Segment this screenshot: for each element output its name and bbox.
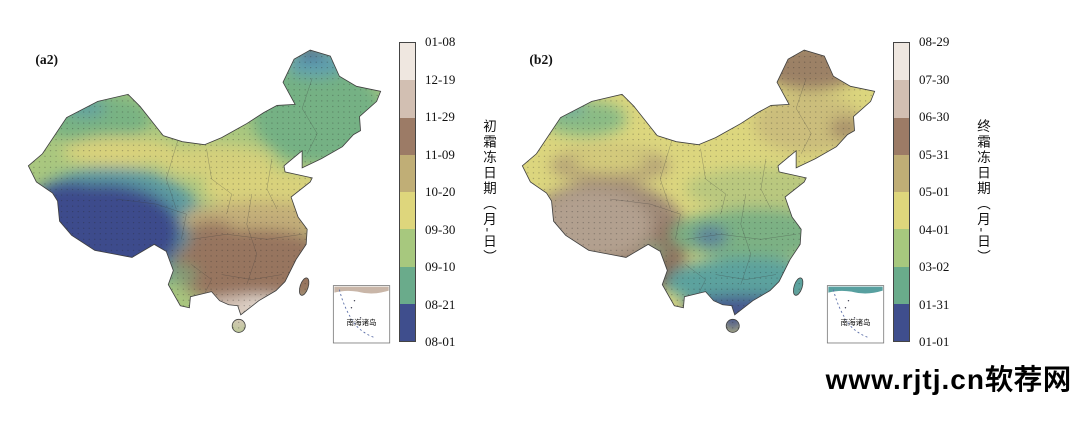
watermark-text: www.rjtj.cn软荐网 bbox=[825, 364, 1072, 395]
colorbar-tick-label: 10-20 bbox=[425, 184, 456, 199]
inset-label-b2: 南海诸岛 bbox=[840, 317, 870, 327]
taiwan-island bbox=[793, 277, 804, 296]
colorbar-tick-labels-b2: 08-29 07-30 06-30 05-31 05-01 04-01 03-0… bbox=[915, 34, 961, 349]
colorbar-segment bbox=[400, 229, 415, 267]
colorbar-tick-labels-a2: 01-08 12-19 11-29 11-09 10-20 09-30 09-1… bbox=[421, 34, 467, 349]
china-map-a2: (a2) 南海诸岛 bbox=[27, 49, 391, 344]
panel-b2: (b2) 南海诸岛 bbox=[509, 38, 887, 350]
colorbar-segment bbox=[894, 154, 909, 192]
panel-a2: (a2) 南海诸岛 bbox=[15, 38, 393, 350]
panel-label-a2: (a2) bbox=[35, 52, 58, 68]
colorbar-segment bbox=[400, 117, 415, 155]
colorbar-tick-label: 06-30 bbox=[919, 109, 950, 124]
colorbar-segment bbox=[400, 154, 415, 192]
mainland-outline bbox=[27, 49, 382, 316]
colorbar-segment bbox=[894, 303, 909, 341]
colorbar-segment bbox=[894, 192, 909, 230]
colorbar-segment bbox=[400, 80, 415, 118]
hainan-island bbox=[231, 318, 246, 333]
colorbar-segment bbox=[894, 229, 909, 267]
colorbar-segment bbox=[400, 266, 415, 304]
inset-coast-fragment bbox=[334, 286, 389, 294]
china-outline bbox=[27, 49, 382, 333]
inset-box bbox=[332, 285, 391, 344]
mainland-outline bbox=[521, 49, 876, 316]
colorbar-b2 bbox=[893, 42, 910, 342]
colorbar-tick-label: 09-30 bbox=[425, 221, 456, 237]
colorbar-tick-label: 08-29 bbox=[919, 34, 950, 49]
china-outline bbox=[521, 49, 876, 333]
colorbar-tick-label: 09-10 bbox=[425, 259, 456, 274]
colorbar-tick-label: 08-01 bbox=[425, 334, 456, 349]
colorbar-a2 bbox=[399, 42, 416, 342]
taiwan-island bbox=[299, 277, 310, 296]
colorbar-segment bbox=[400, 192, 415, 230]
colorbar-tick-label: 04-01 bbox=[919, 221, 950, 237]
colorbar-title-text: 初霜冻日期（月-日） bbox=[481, 119, 496, 265]
colorbar-tick-label: 08-21 bbox=[425, 296, 456, 312]
colorbar-tick-label: 11-09 bbox=[425, 146, 455, 162]
colorbar-title-a2: 初霜冻日期（月-日） bbox=[476, 42, 500, 342]
colorbar-tick-label: 11-29 bbox=[425, 109, 455, 124]
colorbar-segment bbox=[894, 80, 909, 118]
south-china-sea-inset: 南海诸岛 bbox=[332, 285, 391, 344]
colorbar-segment bbox=[400, 303, 415, 341]
colorbar-tick-label: 05-31 bbox=[919, 146, 950, 162]
inset-label-a2: 南海诸岛 bbox=[346, 317, 376, 327]
colorbar-tick-label: 01-08 bbox=[425, 34, 456, 49]
nine-dash-line bbox=[338, 289, 376, 339]
colorbar-tick-label: 07-30 bbox=[919, 71, 950, 87]
inset-coast-fragment bbox=[828, 286, 883, 294]
nine-dash-line bbox=[832, 289, 870, 339]
colorbar-segment bbox=[400, 43, 415, 81]
colorbar-tick-label: 01-01 bbox=[919, 334, 950, 349]
hainan-island bbox=[725, 318, 740, 333]
south-china-sea-inset: 南海诸岛 bbox=[826, 285, 885, 344]
colorbar-segment bbox=[894, 43, 909, 81]
colorbar-segment bbox=[894, 266, 909, 304]
china-map-b2: (b2) 南海诸岛 bbox=[521, 49, 885, 344]
colorbar-tick-label: 05-01 bbox=[919, 184, 950, 199]
colorbar-tick-label: 03-02 bbox=[919, 259, 950, 274]
colorbar-title-text: 终霜冻日期（月-日） bbox=[975, 119, 990, 265]
colorbar-tick-label: 12-19 bbox=[425, 71, 456, 87]
colorbar-tick-label: 01-31 bbox=[919, 296, 950, 312]
panel-label-b2: (b2) bbox=[529, 52, 552, 68]
colorbar-title-b2: 终霜冻日期（月-日） bbox=[970, 42, 994, 342]
inset-box bbox=[826, 285, 885, 344]
colorbar-segment bbox=[894, 117, 909, 155]
